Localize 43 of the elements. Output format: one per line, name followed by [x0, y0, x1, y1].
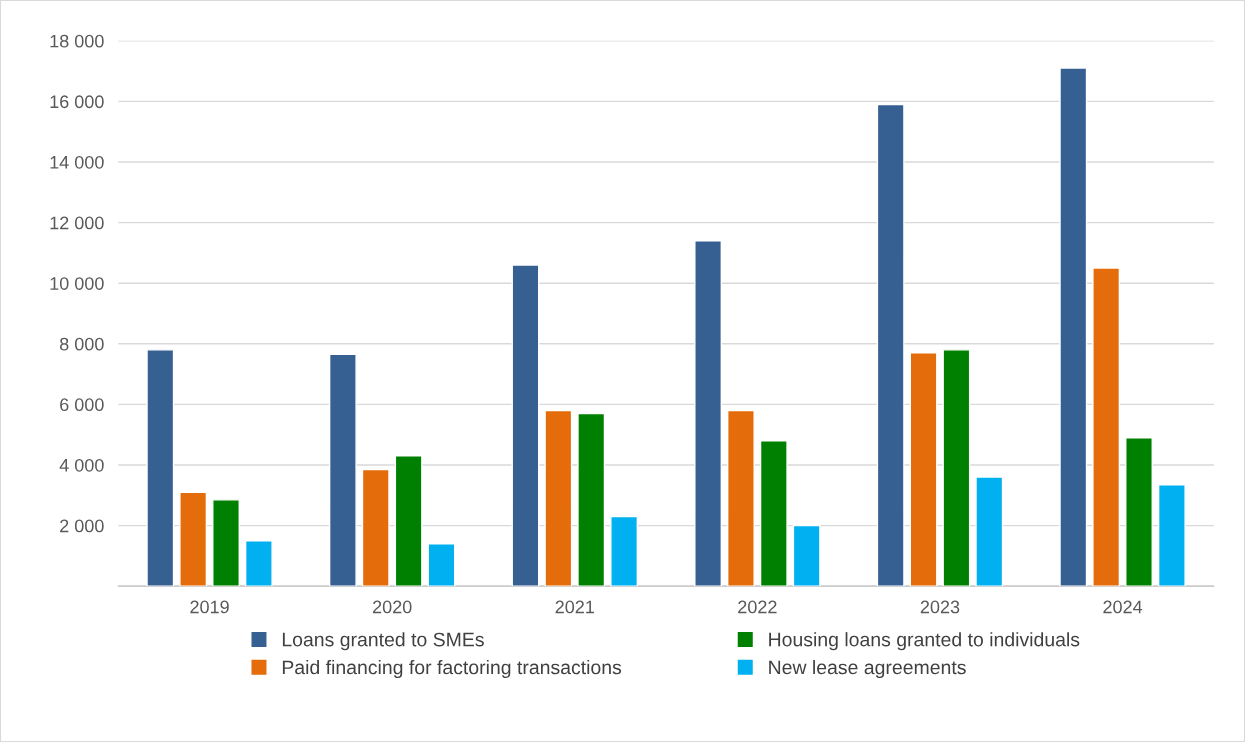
y-tick-label: 10 000 [50, 277, 104, 290]
bar [511, 264, 540, 587]
bar [427, 543, 456, 587]
x-tick-label: 2023 [920, 600, 960, 614]
bar [909, 352, 938, 587]
bar [1125, 437, 1153, 587]
bar [328, 353, 357, 587]
bar [244, 540, 273, 587]
x-tick-label: 2022 [738, 600, 777, 614]
legend-label: New lease agreements [769, 659, 966, 679]
legend-label: Loans granted to SMEs [282, 632, 484, 651]
y-tick-label: 4 000 [59, 458, 104, 472]
x-tick-label: 2021 [555, 600, 594, 614]
legend-label: Housing loans granted to individuals [769, 632, 1080, 651]
bar [146, 349, 175, 587]
y-tick-label: 18 000 [50, 34, 104, 48]
y-tick-label: 12 000 [50, 216, 104, 230]
bar [212, 499, 240, 587]
bar [610, 515, 639, 587]
y-tick-label: 6 000 [60, 398, 104, 412]
y-tick-label: 16 000 [50, 95, 104, 109]
bar [544, 409, 573, 587]
bar [876, 103, 905, 587]
bar [1092, 267, 1121, 587]
bar [759, 440, 788, 587]
x-tick-label: 2020 [373, 600, 412, 614]
bar [792, 524, 821, 587]
x-tick-label: 2019 [190, 600, 229, 614]
bar [694, 240, 723, 587]
x-tick-label: 2024 [1103, 600, 1143, 614]
y-tick-label: 8 000 [59, 337, 104, 351]
bar [727, 409, 755, 587]
bar [361, 468, 390, 587]
bar [394, 455, 423, 587]
bar [975, 476, 1004, 587]
bar [179, 491, 208, 587]
bar [942, 349, 971, 587]
bar [1059, 67, 1088, 587]
y-tick-label: 14 000 [50, 155, 104, 169]
bar [577, 412, 606, 587]
legend-label: Paid financing for factoring transactions [282, 659, 622, 679]
y-tick-label: 2 000 [60, 519, 104, 533]
bar [1157, 483, 1186, 587]
